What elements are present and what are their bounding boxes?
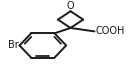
Text: O: O xyxy=(67,1,74,11)
Text: Br: Br xyxy=(7,41,18,50)
Text: COOH: COOH xyxy=(96,26,125,36)
